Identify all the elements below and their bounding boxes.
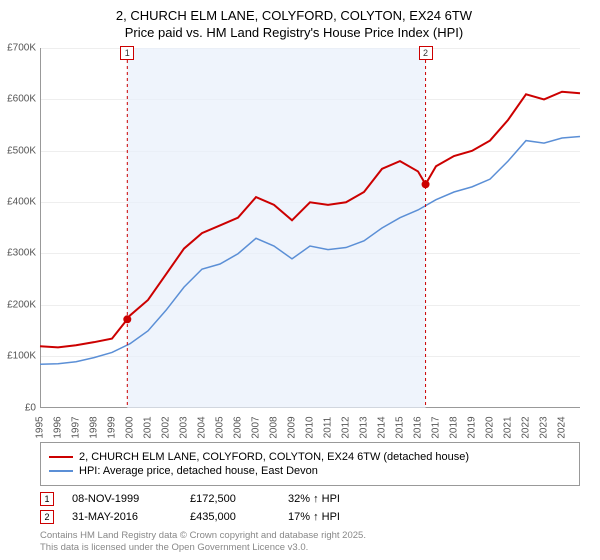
y-axis: £0£100K£200K£300K£400K£500K£600K£700K (0, 48, 38, 408)
event-pct: 17% ↑ HPI (288, 511, 388, 523)
y-tick-label: £0 (25, 402, 36, 413)
legend-row: 2, CHURCH ELM LANE, COLYFORD, COLYTON, E… (49, 451, 571, 463)
x-tick-label: 2007 (251, 416, 262, 438)
x-tick-label: 2010 (305, 416, 316, 438)
chart-container: 2, CHURCH ELM LANE, COLYFORD, COLYTON, E… (0, 0, 600, 560)
y-tick-label: £700K (7, 42, 36, 53)
x-tick-label: 2005 (215, 416, 226, 438)
x-tick-label: 2002 (161, 416, 172, 438)
x-tick-label: 2012 (341, 416, 352, 438)
y-tick-label: £100K (7, 351, 36, 362)
x-tick-label: 1997 (71, 416, 82, 438)
x-tick-label: 2021 (503, 416, 514, 438)
legend-swatch (49, 470, 73, 472)
x-tick-label: 1999 (107, 416, 118, 438)
x-tick-label: 2006 (233, 416, 244, 438)
y-tick-label: £300K (7, 248, 36, 259)
event-marker-num: 1 (40, 492, 54, 506)
title-line-1: 2, CHURCH ELM LANE, COLYFORD, COLYTON, E… (0, 8, 588, 25)
event-date: 31-MAY-2016 (72, 511, 172, 523)
y-tick-label: £600K (7, 94, 36, 105)
legend-label: 2, CHURCH ELM LANE, COLYFORD, COLYTON, E… (79, 451, 469, 463)
marker-label: 1 (120, 46, 134, 60)
x-axis: 1995199619971998199920002001200220032004… (40, 408, 592, 432)
y-tick-label: £400K (7, 197, 36, 208)
footer-line-2: This data is licensed under the Open Gov… (40, 542, 580, 554)
x-tick-label: 2020 (485, 416, 496, 438)
chart-svg (40, 48, 580, 408)
x-tick-label: 2001 (143, 416, 154, 438)
x-tick-label: 2003 (179, 416, 190, 438)
x-tick-label: 2004 (197, 416, 208, 438)
legend: 2, CHURCH ELM LANE, COLYFORD, COLYTON, E… (40, 442, 580, 486)
x-tick-label: 2018 (449, 416, 460, 438)
events-table: 1 08-NOV-1999 £172,500 32% ↑ HPI 2 31-MAY-201… (40, 492, 580, 524)
plot-area: £0£100K£200K£300K£400K£500K£600K£700K 12 (40, 48, 580, 408)
x-tick-label: 1998 (89, 416, 100, 438)
y-tick-label: £500K (7, 145, 36, 156)
x-tick-label: 2009 (287, 416, 298, 438)
footer: Contains HM Land Registry data © Crown c… (40, 530, 580, 555)
footer-line-1: Contains HM Land Registry data © Crown c… (40, 530, 580, 542)
x-tick-label: 2015 (395, 416, 406, 438)
event-date: 08-NOV-1999 (72, 493, 172, 505)
x-tick-label: 2008 (269, 416, 280, 438)
x-tick-label: 2017 (431, 416, 442, 438)
event-price: £172,500 (190, 493, 270, 505)
legend-label: HPI: Average price, detached house, East… (79, 465, 318, 477)
x-tick-label: 1995 (35, 416, 46, 438)
title-line-2: Price paid vs. HM Land Registry's House … (0, 25, 588, 42)
marker-label: 2 (419, 46, 433, 60)
event-marker-num: 2 (40, 510, 54, 524)
event-price: £435,000 (190, 511, 270, 523)
x-tick-label: 2022 (521, 416, 532, 438)
x-tick-label: 1996 (53, 416, 64, 438)
x-tick-label: 2013 (359, 416, 370, 438)
x-tick-label: 2000 (125, 416, 136, 438)
x-tick-label: 2019 (467, 416, 478, 438)
x-tick-label: 2023 (539, 416, 550, 438)
x-tick-label: 2024 (557, 416, 568, 438)
chart-title: 2, CHURCH ELM LANE, COLYFORD, COLYTON, E… (0, 8, 588, 42)
x-tick-label: 2014 (377, 416, 388, 438)
legend-row: HPI: Average price, detached house, East… (49, 465, 571, 477)
event-row: 1 08-NOV-1999 £172,500 32% ↑ HPI (40, 492, 580, 506)
x-tick-label: 2011 (323, 417, 334, 439)
y-tick-label: £200K (7, 299, 36, 310)
legend-swatch (49, 456, 73, 458)
event-pct: 32% ↑ HPI (288, 493, 388, 505)
x-tick-label: 2016 (413, 416, 424, 438)
event-row: 2 31-MAY-2016 £435,000 17% ↑ HPI (40, 510, 580, 524)
